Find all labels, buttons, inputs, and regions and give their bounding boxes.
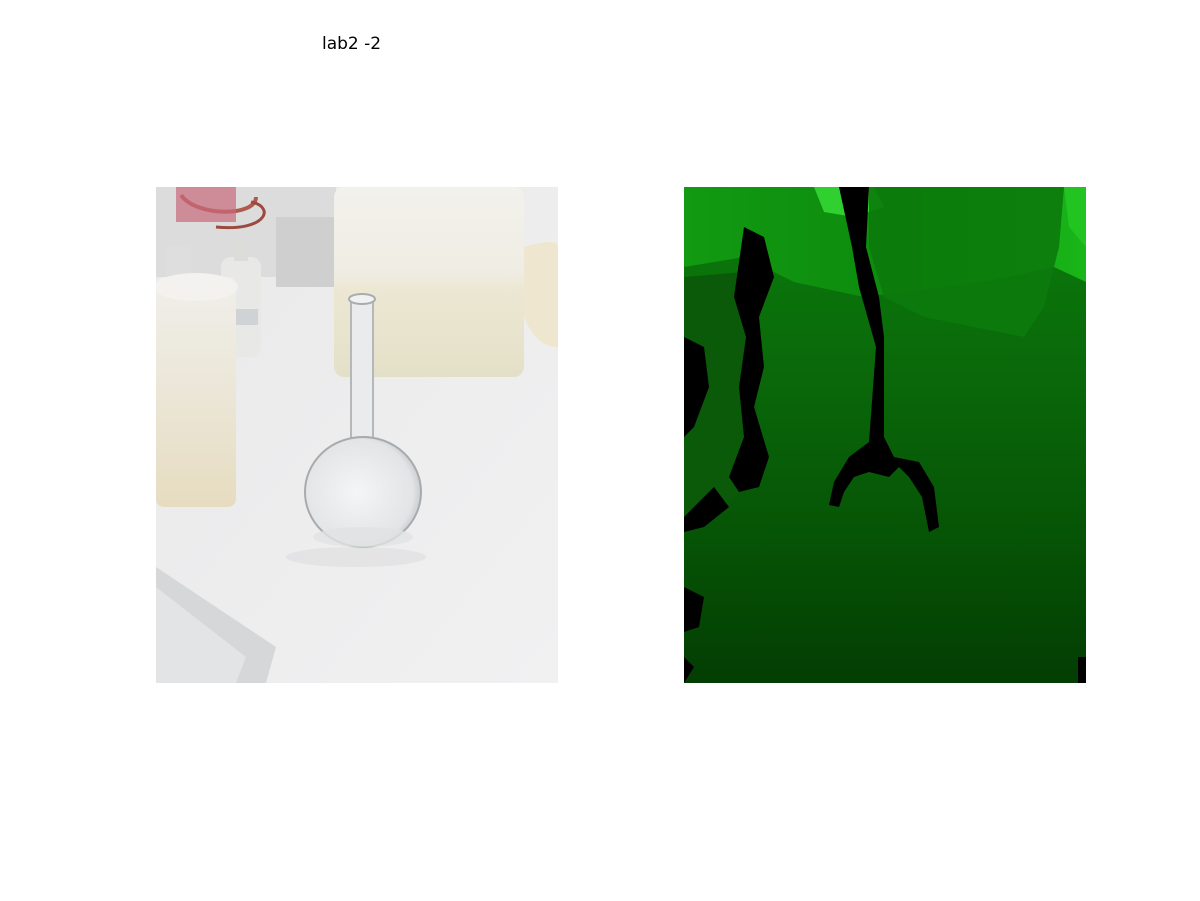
depth-map-panel [684, 187, 1086, 683]
rgb-image [156, 187, 558, 683]
depth-map-image [684, 187, 1086, 683]
figure-title: lab2 -2 [322, 34, 382, 54]
rgb-image-panel [156, 187, 558, 683]
